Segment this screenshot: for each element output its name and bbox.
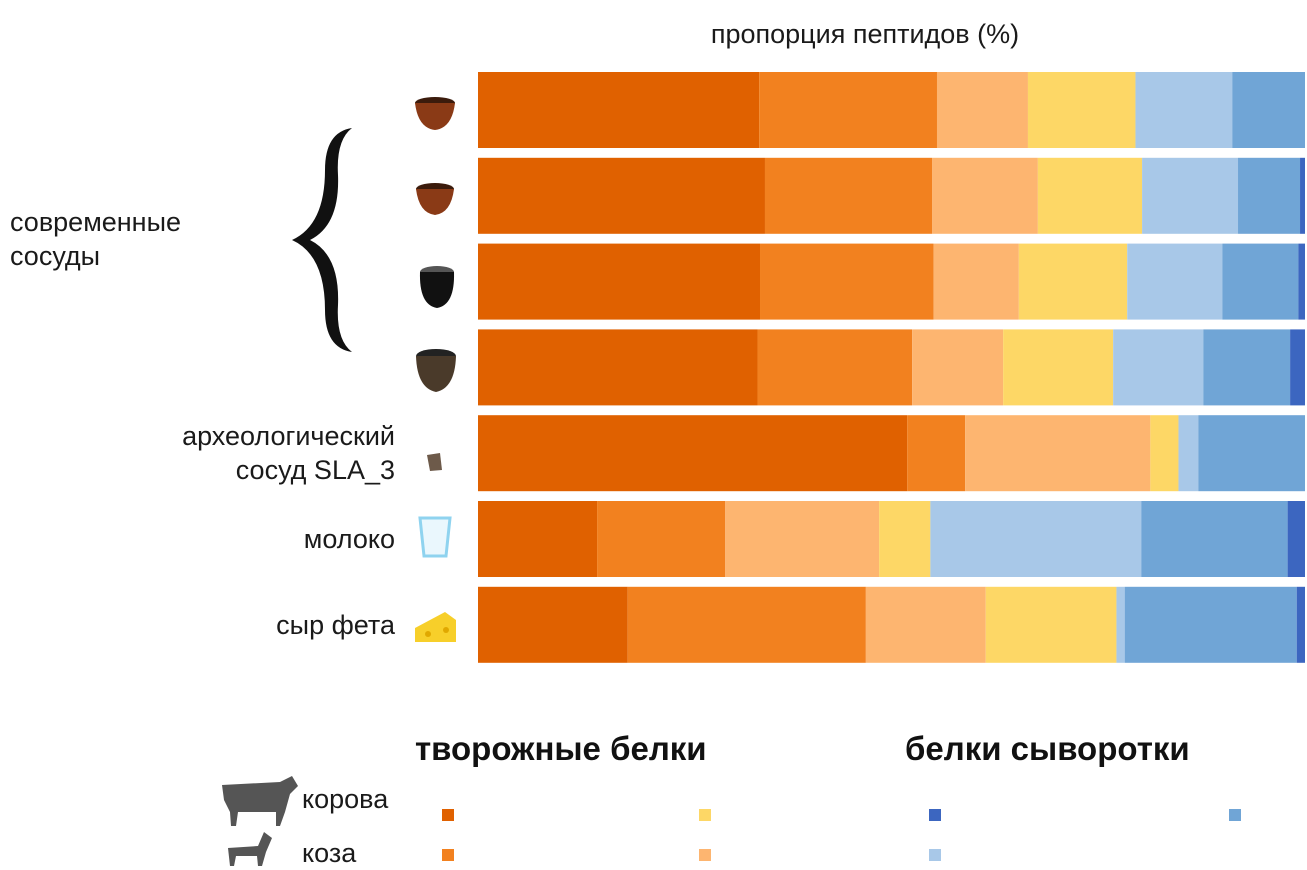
bar-segment (1135, 72, 1232, 148)
bar-segment (1038, 158, 1142, 234)
bar-segment (758, 329, 913, 405)
bar-segment (478, 244, 760, 320)
legend-group: белки сыворотки (905, 730, 1190, 768)
legend-swatch (442, 849, 454, 861)
bar-segment (934, 244, 1019, 320)
cow-icon (222, 776, 298, 826)
bar-segment (628, 587, 866, 663)
bar-segment (1127, 244, 1222, 320)
category-label: молоко (304, 522, 395, 556)
bar-segment (1150, 415, 1178, 491)
bowl-icon (416, 349, 456, 392)
bar-segment (1125, 587, 1297, 663)
bar-segment (478, 158, 765, 234)
bar-segment (1222, 244, 1298, 320)
category-label: сыр фета (276, 608, 395, 642)
bar-segment (1116, 587, 1124, 663)
legend-animal: коза (302, 836, 356, 870)
bar-segment (725, 501, 879, 577)
bar-segment (986, 587, 1117, 663)
bar-segment (1203, 329, 1290, 405)
bar-segment (937, 72, 1028, 148)
bar-segment (1232, 72, 1305, 148)
bar-segment (478, 587, 628, 663)
legend-swatch (442, 809, 454, 821)
bar-segment (1003, 329, 1113, 405)
bar-segment (1290, 329, 1305, 405)
page: пропорция пептидов (%) современные сосуды… (0, 0, 1307, 870)
bowl-icon (420, 266, 454, 308)
bar-segment (1178, 415, 1198, 491)
bar-segment (765, 158, 932, 234)
bar-segment (1141, 501, 1287, 577)
goat-icon (228, 832, 272, 866)
bar-segment (1288, 501, 1305, 577)
bar-segment (912, 329, 1003, 405)
glass-icon (420, 518, 450, 556)
bar-segment (478, 415, 907, 491)
bar-segment (965, 415, 1150, 491)
bowl-icon (416, 183, 454, 215)
legend-swatch (929, 809, 941, 821)
legend-swatch (699, 809, 711, 821)
bar-segment (1113, 329, 1203, 405)
sherd-icon (427, 453, 442, 471)
bar-segment (1142, 158, 1238, 234)
bar-segment (478, 72, 759, 148)
legend-group: творожные белки (415, 730, 707, 768)
bar-segment (907, 415, 965, 491)
bowl-icon (415, 97, 455, 130)
bar-segment (879, 501, 930, 577)
bar-segment (478, 329, 758, 405)
chart-title: пропорция пептидов (%) (560, 17, 1170, 51)
bar-segment (759, 72, 937, 148)
group-annotation: современные сосуды (10, 205, 181, 273)
bar-segment (930, 501, 1141, 577)
bar-segment (478, 501, 597, 577)
bar-segment (1300, 158, 1305, 234)
legend-swatch (1229, 809, 1241, 821)
bar-segment (1198, 415, 1305, 491)
cheese-icon (415, 612, 456, 642)
bar-segment (1298, 244, 1305, 320)
bar-segment (1297, 587, 1305, 663)
bar-segment (866, 587, 986, 663)
legend-animal: корова (302, 782, 388, 816)
bar-segment (932, 158, 1038, 234)
category-label: археологический сосуд SLA_3 (182, 419, 395, 487)
legend-swatch (699, 849, 711, 861)
bar-segment (597, 501, 725, 577)
group-brace (292, 128, 352, 352)
bar-segment (1238, 158, 1300, 234)
legend-swatch (929, 849, 941, 861)
bar-segment (760, 244, 934, 320)
bar-segment (1028, 72, 1136, 148)
bar-segment (1019, 244, 1127, 320)
